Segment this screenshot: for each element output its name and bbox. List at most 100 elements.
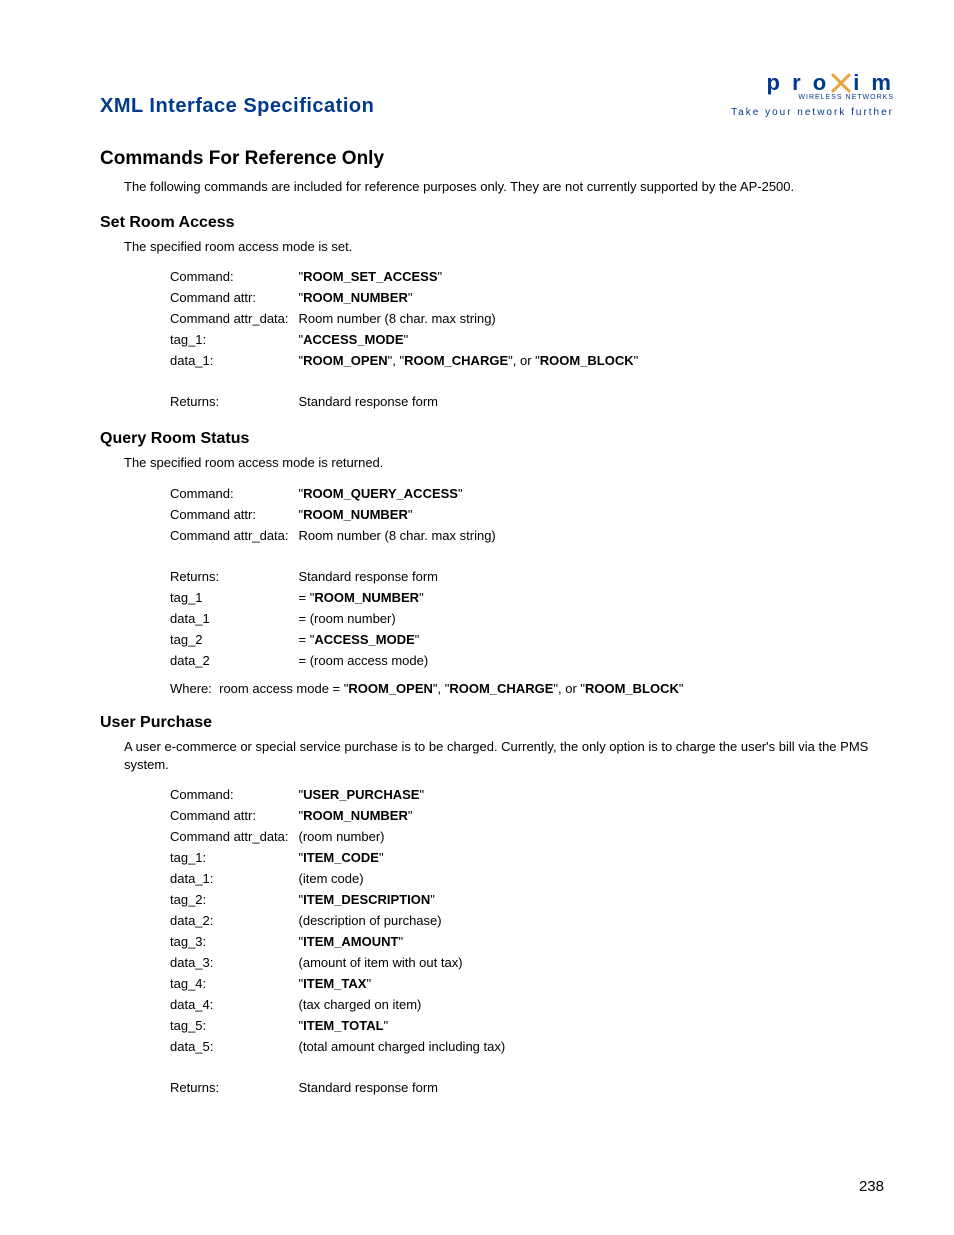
table-row: Command attr:"ROOM_NUMBER" [170, 504, 502, 525]
row-value: (amount of item with out tax) [299, 952, 512, 973]
table-row: Command attr_data:(room number) [170, 826, 511, 847]
row-value: = "ROOM_NUMBER" [299, 587, 502, 608]
row-label: data_5: [170, 1036, 299, 1057]
table-row: tag_5:"ITEM_TOTAL" [170, 1015, 511, 1036]
row-value: "ROOM_OPEN", "ROOM_CHARGE", or "ROOM_BLO… [299, 350, 645, 371]
row-value: Standard response form [299, 1077, 512, 1098]
row-label: Returns: [170, 391, 299, 412]
section-heading-query-room-status: Query Room Status [100, 430, 894, 448]
definition-table-query-room-status: Command:"ROOM_QUERY_ACCESS"Command attr:… [170, 483, 502, 671]
table-row: Returns: Standard response form [170, 1077, 511, 1098]
row-value: "USER_PURCHASE" [299, 784, 512, 805]
table-row: tag_1= "ROOM_NUMBER" [170, 587, 502, 608]
row-value: Room number (8 char. max string) [299, 308, 645, 329]
row-label: Command: [170, 483, 299, 504]
row-value: (total amount charged including tax) [299, 1036, 512, 1057]
main-heading: Commands For Reference Only [100, 148, 894, 170]
brand-logo: p r o i m WIRELESS NETWORKS Take your ne… [718, 70, 894, 118]
row-value: "ITEM_CODE" [299, 847, 512, 868]
section-desc: A user e-commerce or special service pur… [124, 738, 894, 774]
table-row: tag_2= "ACCESS_MODE" [170, 629, 502, 650]
row-label: data_1: [170, 868, 299, 889]
row-value: "ITEM_DESCRIPTION" [299, 889, 512, 910]
row-label: Command attr_data: [170, 525, 299, 546]
logo-subtitle: WIRELESS NETWORKS [798, 94, 894, 101]
row-value: Standard response form [299, 391, 645, 412]
row-value: "ROOM_QUERY_ACCESS" [299, 483, 502, 504]
page-header: XML Interface Specification p r o i m WI… [100, 70, 894, 118]
row-label: Command attr_data: [170, 308, 299, 329]
row-label: Returns: [170, 1077, 299, 1098]
row-value: "ITEM_TAX" [299, 973, 512, 994]
table-row: data_1:(item code) [170, 868, 511, 889]
row-value: "ITEM_TOTAL" [299, 1015, 512, 1036]
row-value: = (room number) [299, 608, 502, 629]
row-label: Command attr: [170, 504, 299, 525]
row-label: tag_1 [170, 587, 299, 608]
row-label: Command attr: [170, 287, 299, 308]
table-row: data_2= (room access mode) [170, 650, 502, 671]
table-row: tag_1:"ACCESS_MODE" [170, 329, 644, 350]
row-label: Returns: [170, 566, 299, 587]
section-desc: The specified room access mode is set. [124, 238, 894, 256]
row-label: data_1 [170, 608, 299, 629]
table-row: data_2:(description of purchase) [170, 910, 511, 931]
row-label: tag_3: [170, 931, 299, 952]
table-row: Command:"ROOM_QUERY_ACCESS" [170, 483, 502, 504]
document-title: XML Interface Specification [100, 95, 374, 118]
definition-table-user-purchase: Command:"USER_PURCHASE"Command attr:"ROO… [170, 784, 511, 1098]
row-value: "ROOM_NUMBER" [299, 287, 645, 308]
row-label: data_1: [170, 350, 299, 371]
logo-part-im: i m [853, 70, 894, 96]
row-label: data_3: [170, 952, 299, 973]
row-label: data_4: [170, 994, 299, 1015]
row-value: "ACCESS_MODE" [299, 329, 645, 350]
logo-text: p r o i m [718, 70, 894, 96]
definition-table-set-room-access: Command:"ROOM_SET_ACCESS"Command attr:"R… [170, 266, 644, 412]
table-row: Command attr:"ROOM_NUMBER" [170, 287, 644, 308]
row-value: (room number) [299, 826, 512, 847]
page-number: 238 [859, 1178, 884, 1195]
table-row: Command attr_data:Room number (8 char. m… [170, 525, 502, 546]
table-row: Returns: Standard response form [170, 391, 644, 412]
table-row: Command:"ROOM_SET_ACCESS" [170, 266, 644, 287]
row-value: "ROOM_SET_ACCESS" [299, 266, 645, 287]
logo-part-pro: p r o [767, 70, 830, 96]
logo-x-icon [830, 72, 852, 94]
table-row: data_5:(total amount charged including t… [170, 1036, 511, 1057]
document-page: XML Interface Specification p r o i m WI… [0, 0, 954, 1235]
table-row: data_4:(tax charged on item) [170, 994, 511, 1015]
section-desc: The specified room access mode is return… [124, 454, 894, 472]
main-intro-text: The following commands are included for … [124, 178, 894, 196]
row-value: = (room access mode) [299, 650, 502, 671]
row-label: Command: [170, 266, 299, 287]
section-heading-user-purchase: User Purchase [100, 714, 894, 732]
row-label: tag_5: [170, 1015, 299, 1036]
row-label: data_2: [170, 910, 299, 931]
row-value: "ROOM_NUMBER" [299, 805, 512, 826]
row-label: Command attr: [170, 805, 299, 826]
row-label: tag_2: [170, 889, 299, 910]
section-heading-set-room-access: Set Room Access [100, 214, 894, 232]
row-value: Standard response form [299, 566, 502, 587]
table-row: data_1:"ROOM_OPEN", "ROOM_CHARGE", or "R… [170, 350, 644, 371]
table-row: tag_1:"ITEM_CODE" [170, 847, 511, 868]
table-row: Command attr:"ROOM_NUMBER" [170, 805, 511, 826]
row-label: tag_2 [170, 629, 299, 650]
table-row: data_1= (room number) [170, 608, 502, 629]
table-row: Command:"USER_PURCHASE" [170, 784, 511, 805]
row-value: = "ACCESS_MODE" [299, 629, 502, 650]
table-row: Returns:Standard response form [170, 566, 502, 587]
row-label: tag_1: [170, 847, 299, 868]
row-value: "ITEM_AMOUNT" [299, 931, 512, 952]
row-value: (item code) [299, 868, 512, 889]
row-value: Room number (8 char. max string) [299, 525, 502, 546]
table-row: tag_4:"ITEM_TAX" [170, 973, 511, 994]
row-value: "ROOM_NUMBER" [299, 504, 502, 525]
row-value: (description of purchase) [299, 910, 512, 931]
table-row: tag_3:"ITEM_AMOUNT" [170, 931, 511, 952]
row-label: Command: [170, 784, 299, 805]
row-value: (tax charged on item) [299, 994, 512, 1015]
row-label: tag_4: [170, 973, 299, 994]
table-row: data_3:(amount of item with out tax) [170, 952, 511, 973]
